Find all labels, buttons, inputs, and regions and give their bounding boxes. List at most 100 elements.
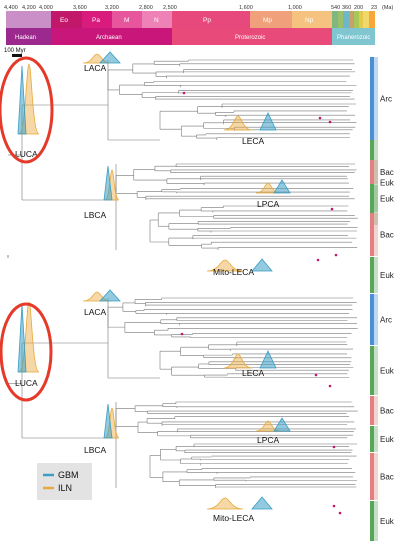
- tick-label: 3,600: [73, 5, 87, 11]
- era-label: Pp: [203, 17, 211, 24]
- clade-bar-arc: [370, 294, 374, 345]
- mito-leca-bottom-label: Mito-LECA: [213, 513, 254, 523]
- era-phanero-strip: [369, 11, 375, 28]
- calibration-marker: [332, 504, 336, 508]
- clade-bar-shade: [374, 396, 378, 425]
- eon-label: Proterozoic: [235, 35, 265, 41]
- leca-top-gbm-density: [259, 112, 277, 131]
- lpca-bottom-gbm-density: [273, 417, 291, 432]
- era-n-block: [142, 11, 172, 28]
- clade-label-bac: Bac: [380, 473, 394, 482]
- luca-bottom-highlight-ring: [0, 302, 53, 402]
- calibration-marker: [328, 120, 332, 124]
- leca-bottom-gbm-density: [259, 350, 277, 369]
- luca-bottom-gbm-density: [17, 303, 27, 373]
- laca-bottom-label: LACA: [84, 307, 107, 317]
- legend: GBM ILN: [37, 463, 92, 500]
- clade-bar-bac: [370, 160, 374, 184]
- eon-label: Archaean: [96, 35, 122, 41]
- clade-label-bac: Bac: [380, 407, 394, 416]
- era-pa-block: [82, 11, 112, 28]
- laca-bottom-gbm-density: [99, 289, 121, 302]
- clade-bar-shade: [374, 57, 378, 140]
- era-label: Np: [305, 17, 314, 24]
- clade-label-euk: Euk: [380, 179, 395, 188]
- leca-top-label: LECA: [242, 136, 265, 146]
- era-label: Eo: [60, 17, 68, 24]
- scale-bar-rule: [12, 54, 22, 57]
- scale-bar: 100 Myr: [4, 48, 26, 57]
- clade-label-arc: Arc: [380, 316, 392, 325]
- calibration-marker: [330, 207, 334, 211]
- era-mp-block: [250, 11, 292, 28]
- mito-leca-top-iln-density: [206, 259, 244, 272]
- clade-bar-shade: [374, 453, 378, 500]
- era-m-block: [112, 11, 142, 28]
- era-label: M: [124, 17, 129, 24]
- eon-label: Phanerozoic: [337, 35, 370, 41]
- tick-labels: 4,400 4,200 4,000 3,600 3,200 2,800 2,50…: [4, 5, 393, 11]
- eon-label: Hadean: [15, 35, 36, 41]
- laca-top-label: LACA: [84, 63, 107, 73]
- clade-bar-bac: [370, 453, 374, 500]
- era-phanero-strip: [332, 11, 338, 28]
- era-row: Eo Pa M N Pp Mp Np: [6, 11, 375, 28]
- calibration-marker: [334, 253, 338, 257]
- age-distributions: [17, 51, 291, 510]
- tick-label: 540: [331, 5, 340, 11]
- tick-label: 2,500: [163, 5, 177, 11]
- clade-label-euk: Euk: [380, 271, 395, 280]
- era-label: N: [154, 17, 159, 24]
- mito-leca-bottom-gbm-density: [251, 496, 273, 510]
- clade-bar-shade: [374, 257, 378, 293]
- iln-legend-label: ILN: [58, 483, 72, 493]
- clade-bars: Arc Euk Bac Euk Bac Euk Arc Euk Bac Euk Bac Euk: [370, 57, 395, 541]
- luca-bottom-label: LUCA: [15, 378, 38, 388]
- lpca-top-label: LPCA: [257, 199, 280, 209]
- lpca-top-gbm-density: [273, 179, 291, 194]
- clade-bar-shade: [374, 140, 378, 225]
- gbm-legend-label: GBM: [58, 470, 79, 480]
- tree-branches: [7, 59, 358, 515]
- laca-top-gbm-density: [99, 51, 121, 64]
- clade-label-euk: Euk: [380, 195, 395, 204]
- luca-top-gbm-density: [17, 65, 27, 135]
- timescale: 4,400 4,200 4,000 3,600 3,200 2,800 2,50…: [4, 5, 393, 57]
- luca-highlights: [0, 56, 54, 402]
- era-np-block: [292, 11, 332, 28]
- lbca-top-gbm-density: [103, 165, 113, 201]
- tick-label: 2,800: [139, 5, 153, 11]
- leca-top-iln-density: [223, 115, 253, 131]
- clade-bar-shade: [374, 501, 378, 541]
- luca-top-highlight-ring: [0, 56, 54, 164]
- luca-top-label: LUCA: [15, 149, 38, 159]
- era-phanero-strip: [359, 11, 363, 28]
- clade-bar-shade: [374, 426, 378, 452]
- tick-label: 360: [342, 5, 351, 11]
- calibration-marker: [316, 258, 320, 262]
- era-hadean-block: [6, 11, 51, 28]
- tick-label: 1,000: [288, 5, 302, 11]
- clade-label-euk: Euk: [380, 435, 395, 444]
- era-phanero-strip: [354, 11, 359, 28]
- clade-bar-bac: [370, 213, 374, 256]
- era-pp-block: [172, 11, 250, 28]
- clade-label-euk: Euk: [380, 517, 395, 526]
- era-phanero-strip: [343, 11, 349, 28]
- clade-bar-shade: [374, 346, 378, 395]
- mito-leca-top-label: Mito-LECA: [213, 267, 254, 277]
- scale-bar-label: 100 Myr: [4, 48, 26, 54]
- tick-label: 1,600: [239, 5, 253, 11]
- calibration-marker: [332, 445, 336, 449]
- eon-hadean-block: [6, 28, 51, 45]
- node-labels: LACA LUCA LECA LBCA LPCA Mito-LECA LACA …: [15, 63, 280, 523]
- clade-bar-shade: [374, 294, 378, 345]
- eon-proterozoic-block: [172, 28, 332, 45]
- clade-label-bac: Bac: [380, 168, 394, 177]
- era-eo-block: [51, 11, 82, 28]
- calibration-marker: [328, 384, 332, 388]
- clade-label-euk: Euk: [380, 367, 395, 376]
- clade-bar-shade: [374, 213, 378, 256]
- clade-bar-bac: [370, 396, 374, 425]
- era-phanero-strip: [338, 11, 343, 28]
